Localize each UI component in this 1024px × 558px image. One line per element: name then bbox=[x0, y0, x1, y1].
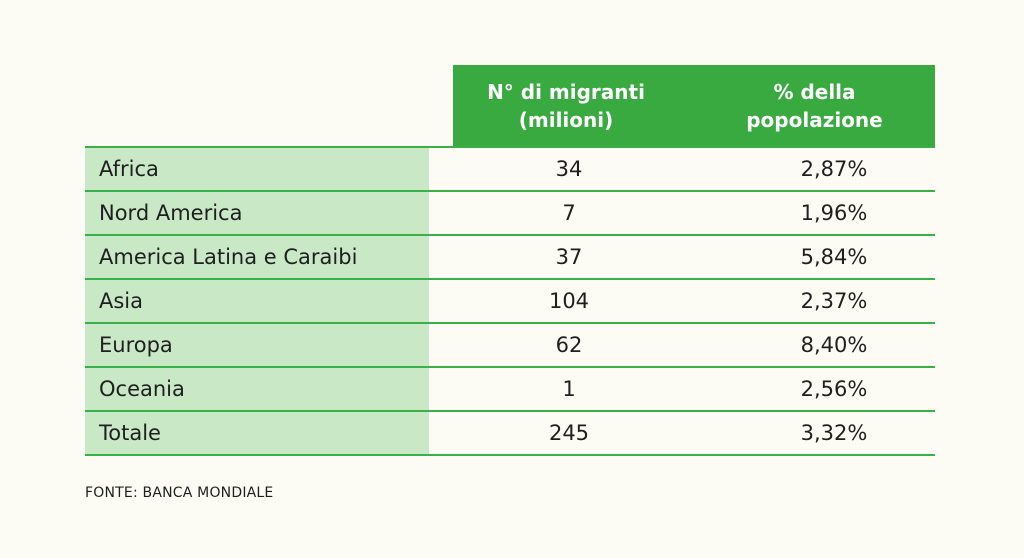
percent-cell: 2,37% bbox=[800, 289, 868, 313]
region-cell: Asia bbox=[85, 280, 429, 322]
region-cell: Africa bbox=[85, 148, 429, 190]
header-percent: % della popolazione bbox=[746, 79, 883, 132]
source-note: FONTE: BANCA MONDIALE bbox=[85, 485, 274, 501]
table-row: Totale 245 3,32% bbox=[85, 412, 935, 456]
migrants-cell: 245 bbox=[548, 421, 590, 445]
migrants-cell: 62 bbox=[555, 333, 583, 357]
table-row: Europa 62 8,40% bbox=[85, 324, 935, 368]
table-header-row: N° di migranti (milioni) % della popolaz… bbox=[85, 65, 935, 146]
percent-cell: 5,84% bbox=[800, 245, 868, 269]
table-row: Oceania 1 2,56% bbox=[85, 368, 935, 412]
percent-cell: 3,32% bbox=[800, 421, 868, 445]
region-cell: Oceania bbox=[85, 368, 429, 410]
percent-cell: 8,40% bbox=[800, 333, 868, 357]
percent-cell: 1,96% bbox=[800, 201, 868, 225]
migrants-cell: 7 bbox=[562, 201, 576, 225]
migrants-cell: 37 bbox=[555, 245, 583, 269]
migrants-cell: 1 bbox=[562, 377, 576, 401]
region-cell: Totale bbox=[85, 412, 429, 454]
migration-table: N° di migranti (milioni) % della popolaz… bbox=[85, 65, 935, 456]
region-cell: Europa bbox=[85, 324, 429, 366]
header-cells: N° di migranti (milioni) % della popolaz… bbox=[453, 65, 935, 146]
table-row: America Latina e Caraibi 37 5,84% bbox=[85, 236, 935, 280]
percent-cell: 2,56% bbox=[800, 377, 868, 401]
region-cell: America Latina e Caraibi bbox=[85, 236, 429, 278]
header-migrants: N° di migranti (milioni) bbox=[487, 79, 645, 132]
migrants-cell: 34 bbox=[555, 157, 583, 181]
region-cell: Nord America bbox=[85, 192, 429, 234]
migrants-cell: 104 bbox=[548, 289, 590, 313]
percent-cell: 2,87% bbox=[800, 157, 868, 181]
table-row: Nord America 7 1,96% bbox=[85, 192, 935, 236]
table-row: Asia 104 2,37% bbox=[85, 280, 935, 324]
header-empty-cell bbox=[85, 65, 453, 146]
table-body: Africa 34 2,87% Nord America 7 1,96% America L… bbox=[85, 146, 935, 456]
table-row: Africa 34 2,87% bbox=[85, 148, 935, 192]
